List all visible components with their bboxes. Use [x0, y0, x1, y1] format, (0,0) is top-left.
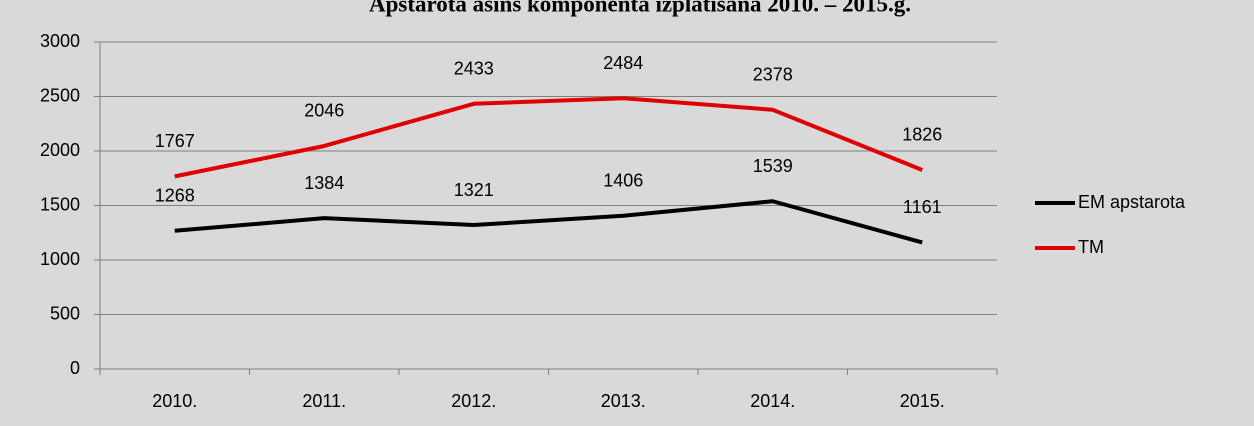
x-tick-label: 2010.: [152, 391, 197, 411]
data-label: 1268: [155, 186, 195, 206]
legend-label: EM apstarota: [1078, 192, 1186, 212]
x-tick-label: 2013.: [601, 391, 646, 411]
y-tick-label: 3000: [40, 31, 80, 51]
data-label: 2484: [603, 53, 643, 73]
data-label: 1539: [753, 156, 793, 176]
x-tick-label: 2012.: [451, 391, 496, 411]
y-tick-label: 2500: [40, 85, 80, 105]
y-tick-label: 500: [50, 303, 80, 323]
data-label: 2433: [454, 59, 494, 79]
y-tick-label: 0: [70, 358, 80, 378]
x-tick-label: 2011.: [302, 391, 346, 411]
y-tick-label: 2000: [40, 140, 80, 160]
y-tick-label: 1000: [40, 249, 80, 269]
data-label: 2046: [304, 101, 344, 121]
data-label: 1321: [454, 180, 494, 200]
data-label: 1406: [603, 170, 643, 190]
x-tick-label: 2015.: [900, 391, 945, 411]
x-tick-label: 2014.: [750, 391, 795, 411]
data-label: 1767: [155, 131, 195, 151]
data-label: 1384: [304, 173, 344, 193]
data-label: 1161: [903, 197, 942, 217]
data-label: 2378: [753, 65, 793, 85]
chart-title: Apstarota asins komponenta izplatīšana 2…: [369, 0, 911, 16]
series-line: [174, 96, 923, 179]
data-label: 1826: [902, 125, 942, 145]
y-tick-label: 1500: [40, 194, 80, 214]
legend-label: TM: [1078, 237, 1104, 257]
series-line: [174, 199, 923, 245]
